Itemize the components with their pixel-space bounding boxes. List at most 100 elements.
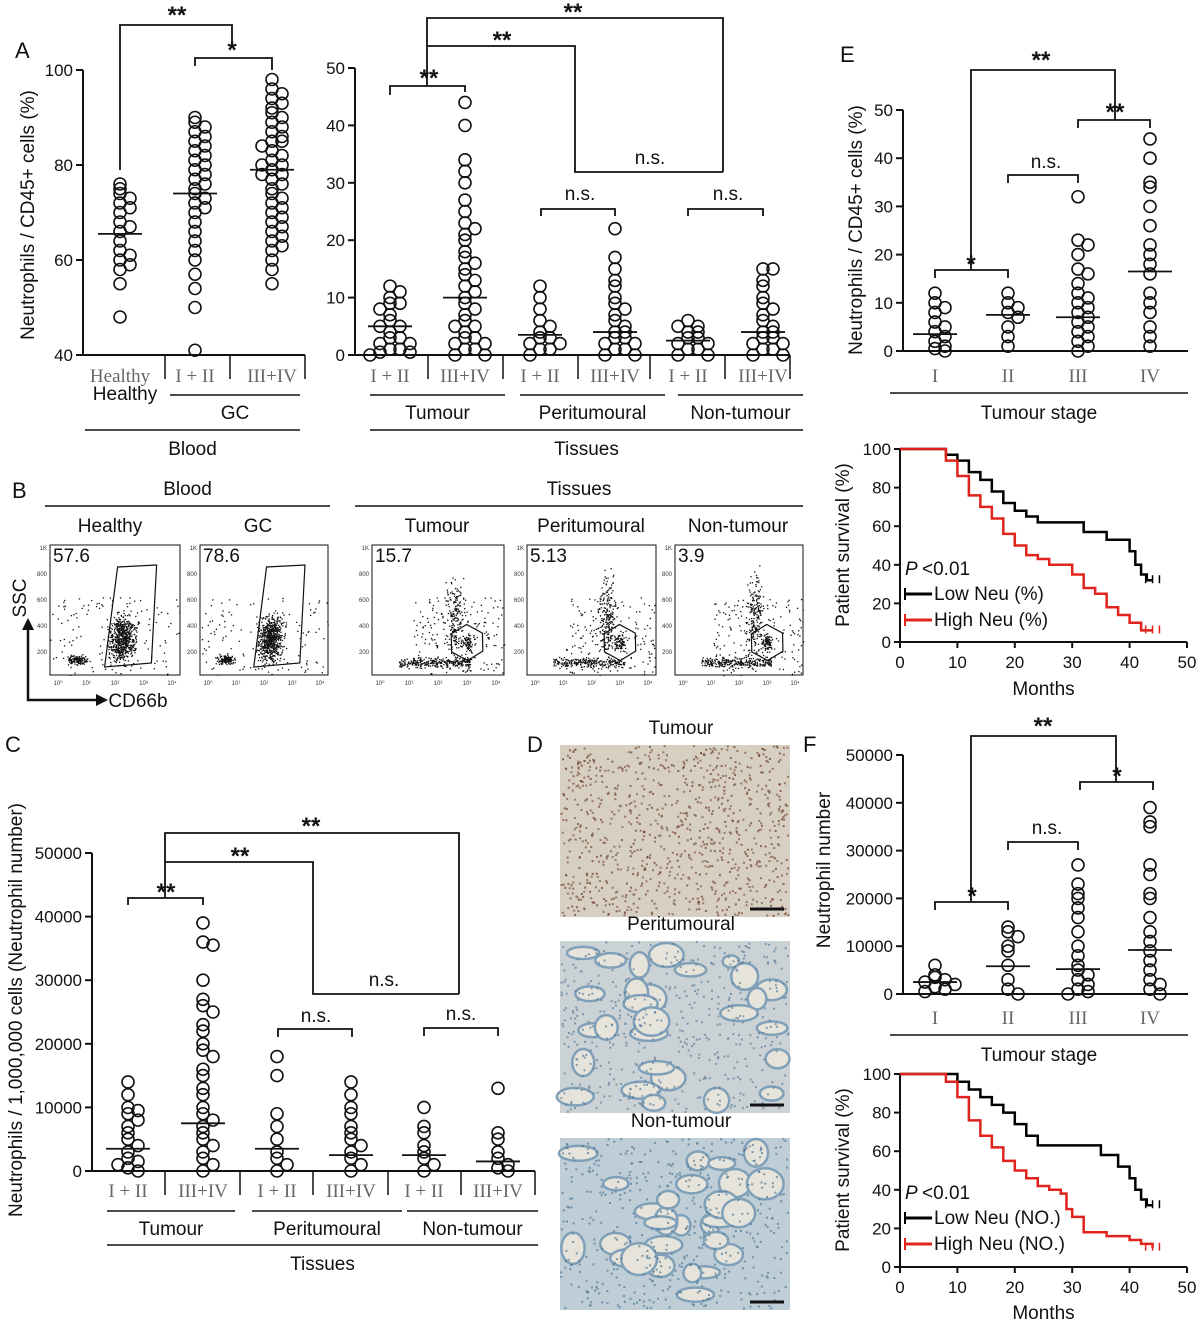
flow-event-dot [115, 661, 117, 663]
flow-event-dot [603, 579, 605, 581]
flow-event-dot [276, 647, 278, 649]
flow-event-dot [607, 598, 609, 600]
flow-event-dot [114, 649, 116, 651]
flow-event-dot [120, 657, 123, 659]
flow-event-dot [454, 600, 456, 603]
A_blood-data-point [113, 276, 127, 291]
flow-event-dot [763, 642, 765, 644]
flow-event-dot [754, 642, 757, 644]
flow-event-dot [118, 635, 121, 637]
cell-nucleus [589, 794, 592, 797]
flow-event-dot [416, 664, 418, 666]
flow-event-dot [436, 647, 439, 649]
flow-event-dot [117, 640, 120, 642]
flow-event-dot [217, 674, 219, 676]
flow-event-dot [759, 633, 761, 635]
flow-event-dot [120, 673, 122, 675]
flow-event-dot [444, 622, 446, 624]
flow-event-dot [126, 644, 128, 646]
flow-event-dot [114, 639, 117, 641]
flow-event-dot [234, 662, 236, 664]
flow-event-dot [759, 614, 762, 616]
flow-event-dot [231, 655, 233, 658]
flow-event-dot [85, 661, 87, 663]
flow-event-dot [230, 658, 233, 661]
flow-event-dot [128, 625, 130, 627]
flow-event-dot [264, 632, 267, 634]
flow-event-dot [619, 641, 621, 643]
F_surv-y-tick-label: 20 [872, 1219, 891, 1238]
flow-event-dot [456, 660, 458, 662]
cell-nucleus [670, 764, 673, 767]
flow-event-dot [118, 652, 120, 654]
flow-event-dot [650, 640, 652, 642]
flow-event-dot [107, 626, 109, 628]
flow-event-dot [137, 621, 140, 623]
flow-event-dot [475, 643, 477, 645]
flow-event-dot [121, 635, 123, 637]
flow-event-dot [741, 663, 743, 665]
A_tissue-data-point [448, 348, 462, 362]
flow-event-dot [715, 603, 717, 605]
flow-event-dot [265, 646, 267, 648]
cell-nucleus [614, 787, 617, 790]
flow-event-dot [112, 649, 114, 652]
flow-event-dot [132, 645, 134, 647]
flow-event-dot [767, 647, 769, 649]
flow-event-dot [746, 602, 749, 604]
flow-y-tick-label: 600 [514, 598, 525, 604]
cell-nucleus [663, 795, 666, 798]
flow-event-dot [272, 624, 274, 626]
flow-event-dot [595, 660, 597, 662]
cell-nucleus [777, 823, 780, 826]
cell-nucleus [588, 759, 591, 762]
flow-event-dot [754, 632, 756, 634]
flow-event-dot [611, 659, 614, 661]
flow-event-dot [222, 610, 224, 612]
flow-event-dot [752, 597, 754, 600]
flow-event-dot [414, 662, 416, 664]
flow-event-dot [124, 645, 126, 648]
cell-nucleus [709, 842, 712, 845]
flow-event-dot [723, 666, 725, 668]
F_surv-p-symbol: P [905, 1183, 918, 1204]
flow-event-dot [273, 620, 276, 622]
C_dot-data-point [196, 1017, 210, 1032]
flow-event-dot [256, 649, 258, 651]
flow-event-dot [775, 637, 778, 640]
flow-event-dot [597, 671, 599, 673]
flow-event-dot [421, 660, 424, 662]
flow-event-dot [461, 654, 463, 656]
flow-event-dot [452, 631, 454, 633]
flow-event-dot [455, 643, 458, 645]
flow-event-dot [228, 599, 231, 601]
flow-event-dot [714, 662, 716, 664]
flow-event-dot [553, 665, 555, 667]
flow-event-dot [64, 599, 66, 602]
C_dot-data-point [131, 1103, 145, 1118]
flow-event-dot [616, 647, 618, 650]
flow-event-dot [754, 628, 757, 631]
flow-event-dot [445, 656, 447, 659]
flow-event-dot [87, 609, 90, 611]
flow-event-dot [753, 609, 755, 612]
flow-event-dot [418, 664, 420, 666]
cell-nucleus [660, 783, 663, 786]
cell-nucleus [725, 825, 728, 828]
A_blood-data-point [113, 181, 127, 196]
A_blood-data-point [265, 253, 279, 267]
flow-event-dot [756, 625, 759, 627]
flow-event-dot [614, 648, 616, 650]
flow-event-dot [265, 643, 267, 645]
tumour-stage-label: Tumour stage [981, 1045, 1098, 1066]
flow-event-dot [766, 639, 768, 641]
F_surv-legend-label: High Neu (NO.) [934, 1234, 1065, 1255]
flow-event-dot [413, 657, 415, 660]
flow-event-dot [704, 665, 706, 667]
F_dot-y-tick-label: 40000 [846, 794, 893, 813]
flow-event-dot [123, 619, 125, 621]
cell-nucleus [665, 826, 668, 829]
flow-y-tick-label: 1K [517, 546, 524, 552]
flow-event-dot [426, 664, 428, 666]
cell-nucleus [631, 852, 634, 855]
